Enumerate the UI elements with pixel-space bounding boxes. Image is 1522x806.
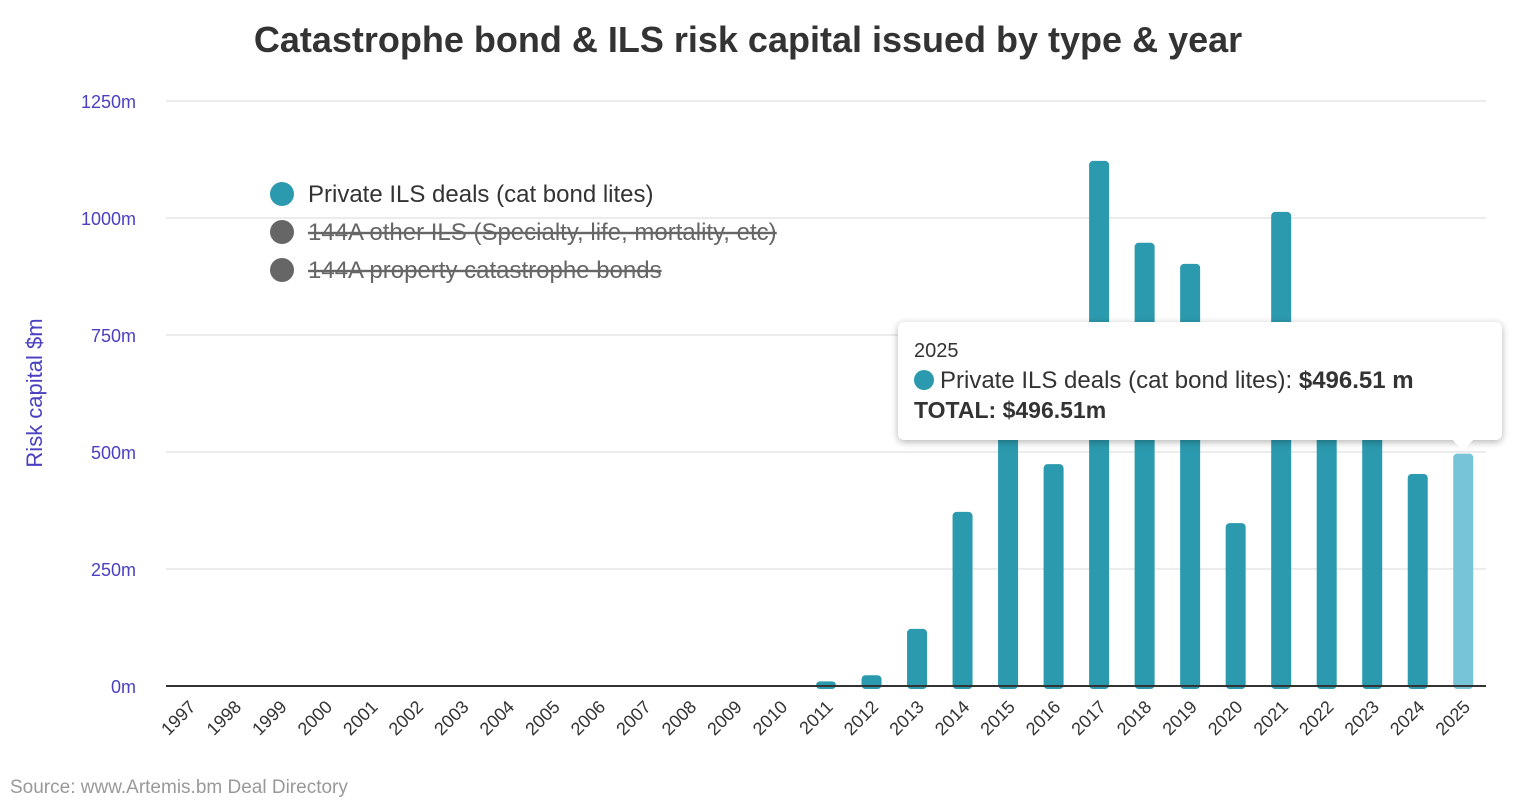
bar-2013 — [907, 628, 928, 689]
bar-2020 — [1225, 523, 1246, 689]
x-tick-label: 2011 — [795, 697, 837, 739]
y-tick-label: 500m — [91, 443, 136, 463]
x-tick-label: 1998 — [203, 697, 245, 739]
y-axis-label: Risk capital $m — [22, 318, 47, 467]
x-tick-label: 2003 — [430, 697, 472, 739]
x-tick-label: 2024 — [1386, 697, 1428, 739]
tooltip-year: 2025 — [914, 340, 959, 362]
x-tick-label: 1999 — [248, 697, 290, 739]
bar-2024 — [1407, 473, 1428, 689]
y-tick-label: 1250m — [81, 92, 136, 112]
x-tick-label: 2020 — [1204, 697, 1246, 739]
x-tick-label: 2017 — [1067, 697, 1109, 739]
x-tick-label: 2004 — [476, 697, 518, 739]
x-tick-label: 2012 — [840, 697, 882, 739]
y-tick-label: 1000m — [81, 209, 136, 229]
bar-2016 — [1043, 464, 1064, 689]
x-tick-label: 2008 — [658, 697, 700, 739]
x-tick-label: 2001 — [339, 697, 381, 739]
x-tick-label: 2025 — [1432, 697, 1474, 739]
chart-title: Catastrophe bond & ILS risk capital issu… — [254, 19, 1242, 60]
bar-2025 — [1453, 453, 1474, 689]
bar-2018 — [1134, 242, 1155, 689]
x-tick-label: 2014 — [931, 697, 973, 739]
x-tick-label: 2002 — [385, 697, 427, 739]
x-tick-label: 1997 — [157, 697, 199, 739]
bar-2021 — [1271, 211, 1292, 689]
x-tick-label: 2023 — [1341, 697, 1383, 739]
y-tick-label: 0m — [111, 677, 136, 697]
x-tick-label: 2010 — [749, 697, 791, 739]
x-tick-label: 2022 — [1295, 697, 1337, 739]
bar-2015 — [998, 395, 1019, 689]
tooltip-arrow — [1451, 438, 1475, 451]
tooltip-total: TOTAL: $496.51m — [914, 397, 1107, 423]
legend-marker — [270, 258, 294, 282]
tooltip-series-dot — [914, 370, 934, 390]
tooltip-value: $496.51 m — [1298, 367, 1414, 394]
x-tick-label: 2013 — [885, 697, 927, 739]
y-tick-label: 750m — [91, 326, 136, 346]
x-tick-label: 2016 — [1022, 697, 1064, 739]
x-tick-label: 2021 — [1250, 697, 1292, 739]
x-tick-label: 2005 — [521, 697, 563, 739]
tooltip-series-label: Private ILS deals (cat bond lites): — [940, 367, 1293, 394]
tooltip: 2025 Private ILS deals (cat bond lites):… — [898, 322, 1502, 440]
legend-marker — [270, 220, 294, 244]
x-tick-label: 2019 — [1159, 697, 1201, 739]
y-tick-label: 250m — [91, 560, 136, 580]
x-tick-label: 2006 — [567, 697, 609, 739]
x-tick-label: 2007 — [612, 697, 654, 739]
x-tick-label: 2000 — [294, 697, 336, 739]
bar-2023 — [1362, 405, 1383, 689]
bar-2014 — [952, 511, 973, 689]
bar-2022 — [1316, 358, 1337, 689]
legend-item: Private ILS deals (cat bond lites) — [308, 181, 654, 208]
credit: Source: www.Artemis.bm Deal Directory — [10, 777, 348, 798]
x-tick-label: 2018 — [1113, 697, 1155, 739]
legend-marker — [270, 182, 294, 206]
x-tick-label: 2009 — [703, 697, 745, 739]
x-tick-label: 2015 — [976, 697, 1018, 739]
